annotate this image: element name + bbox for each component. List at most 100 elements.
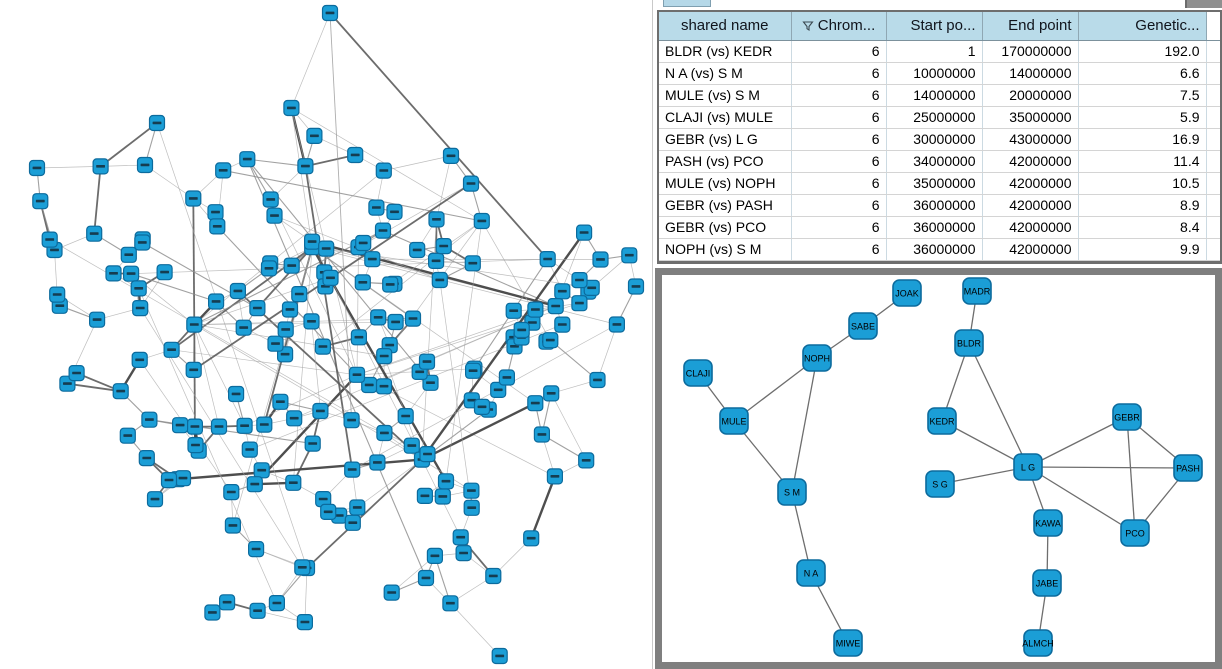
dense-node[interactable]: [132, 300, 149, 317]
table-row[interactable]: BLDR (vs) KEDR 6 1 170000000 192.0: [659, 40, 1220, 63]
dense-node[interactable]: [134, 234, 151, 251]
edge-NOPH-SM[interactable]: [791, 357, 818, 493]
dense-node[interactable]: [296, 613, 313, 631]
dense-edge[interactable]: [597, 324, 618, 381]
dense-node[interactable]: [88, 311, 106, 328]
dense-node[interactable]: [347, 146, 364, 164]
dense-node[interactable]: [229, 282, 246, 300]
dense-edge[interactable]: [530, 475, 557, 539]
cell-shared-name[interactable]: GEBR (vs) PCO: [659, 216, 792, 239]
node-pco[interactable]: PCO: [1120, 519, 1150, 547]
dense-node[interactable]: [442, 595, 459, 612]
cell-value[interactable]: 6: [791, 172, 887, 195]
cell-shared-name[interactable]: BLDR (vs) KEDR: [659, 40, 792, 63]
cell-value[interactable]: 8.4: [1078, 216, 1207, 239]
dense-node[interactable]: [241, 441, 258, 458]
dense-node[interactable]: [368, 199, 385, 216]
dense-node[interactable]: [403, 437, 420, 454]
dense-node[interactable]: [533, 426, 551, 443]
dense-node[interactable]: [575, 224, 593, 241]
table-row[interactable]: MULE (vs) NOPH 6 35000000 42000000 10.5: [659, 172, 1220, 195]
dense-node[interactable]: [416, 487, 433, 504]
dense-edge[interactable]: [130, 273, 217, 303]
cell-value[interactable]: 20000000: [982, 84, 1079, 107]
edge-BLDR-LG[interactable]: [968, 342, 1029, 468]
dense-node[interactable]: [260, 260, 278, 277]
dense-node[interactable]: [208, 293, 225, 310]
dense-node[interactable]: [268, 594, 285, 612]
dense-edge[interactable]: [329, 12, 549, 260]
table-row[interactable]: N A (vs) S M 6 10000000 14000000 6.6: [659, 62, 1220, 85]
column-header-chrom[interactable]: Chrom...: [791, 12, 887, 41]
dense-node[interactable]: [277, 321, 294, 338]
dense-node[interactable]: [543, 385, 560, 402]
dense-node[interactable]: [465, 362, 482, 379]
node-almch[interactable]: ALMCH: [1022, 629, 1054, 657]
cell-value[interactable]: 43000000: [982, 128, 1079, 151]
cell-value[interactable]: 5.9: [1078, 106, 1207, 129]
cell-value[interactable]: 6: [791, 216, 887, 239]
dense-node[interactable]: [426, 547, 443, 565]
column-header-startpo[interactable]: Start po...: [886, 12, 983, 41]
dense-node[interactable]: [210, 418, 228, 435]
dense-edge[interactable]: [49, 239, 385, 434]
dense-node[interactable]: [491, 647, 508, 665]
dense-node[interactable]: [156, 264, 173, 281]
dense-node[interactable]: [404, 310, 422, 327]
cell-value[interactable]: 42000000: [982, 216, 1079, 239]
cell-value[interactable]: 6: [791, 128, 887, 151]
cell-value[interactable]: 6: [791, 106, 887, 129]
dense-node[interactable]: [174, 470, 192, 487]
dense-node[interactable]: [422, 374, 439, 391]
dense-node[interactable]: [627, 278, 645, 295]
cell-value[interactable]: 6: [791, 40, 887, 63]
node-jabe[interactable]: JABE: [1032, 569, 1062, 597]
dense-edge[interactable]: [550, 393, 587, 461]
dense-node[interactable]: [248, 540, 265, 558]
cell-value[interactable]: 192.0: [1078, 40, 1207, 63]
cell-value[interactable]: 9.9: [1078, 238, 1207, 261]
dense-node[interactable]: [320, 503, 337, 520]
column-header-endpoint[interactable]: End point: [982, 12, 1079, 41]
cell-value[interactable]: 8.9: [1078, 194, 1207, 217]
cell-shared-name[interactable]: GEBR (vs) L G: [659, 128, 792, 151]
cell-value[interactable]: 42000000: [982, 172, 1079, 195]
dense-node[interactable]: [578, 452, 595, 469]
dense-node[interactable]: [343, 412, 360, 429]
node-lg[interactable]: L G: [1013, 453, 1043, 481]
node-kedr[interactable]: KEDR: [927, 407, 957, 435]
dense-node[interactable]: [262, 191, 279, 208]
dense-node[interactable]: [397, 408, 414, 425]
cell-value[interactable]: 6: [791, 84, 887, 107]
dense-edge[interactable]: [549, 339, 598, 381]
dense-node[interactable]: [312, 402, 329, 420]
dense-edge[interactable]: [270, 199, 358, 375]
dense-node[interactable]: [185, 190, 202, 207]
dense-node[interactable]: [49, 286, 66, 303]
dense-node[interactable]: [386, 203, 403, 220]
dense-edge[interactable]: [193, 324, 245, 426]
dense-node[interactable]: [369, 454, 386, 471]
cell-shared-name[interactable]: NOPH (vs) S M: [659, 238, 792, 261]
dense-node[interactable]: [435, 238, 452, 255]
dense-node[interactable]: [523, 530, 540, 547]
dense-node[interactable]: [542, 332, 559, 349]
edge-LG-PCO[interactable]: [1027, 466, 1136, 534]
dense-node[interactable]: [28, 159, 46, 177]
dense-node[interactable]: [249, 300, 266, 317]
dense-node[interactable]: [68, 365, 85, 382]
dense-node[interactable]: [131, 351, 148, 368]
cell-value[interactable]: 14000000: [982, 62, 1079, 85]
dense-node[interactable]: [485, 567, 502, 585]
dense-node[interactable]: [348, 366, 366, 383]
dense-node[interactable]: [490, 381, 507, 398]
edge-GEBR-PCO[interactable]: [1126, 416, 1136, 534]
dense-edge[interactable]: [291, 107, 313, 248]
filter-funnel-icon[interactable]: [802, 20, 814, 32]
dense-node[interactable]: [138, 450, 155, 467]
dense-node[interactable]: [286, 410, 303, 427]
dense-node[interactable]: [417, 569, 435, 587]
cell-value[interactable]: 35000000: [982, 106, 1079, 129]
dense-edge[interactable]: [390, 220, 482, 285]
dense-node[interactable]: [505, 302, 522, 319]
